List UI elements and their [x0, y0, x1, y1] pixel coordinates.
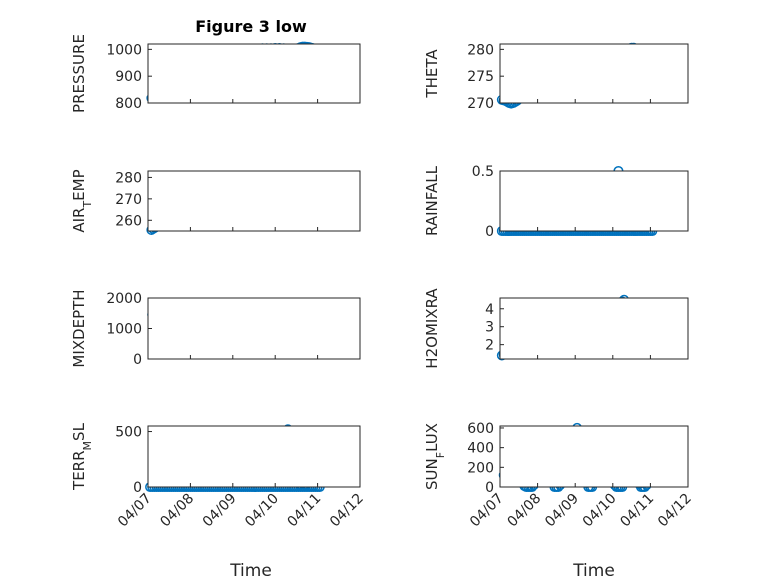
x-tick-label: 04/12: [655, 491, 695, 531]
x-axis-label-left: Time: [229, 561, 272, 581]
axes-frame: [147, 297, 361, 360]
y-tick-label: 280: [115, 170, 142, 186]
subplot-pressure: 800 900 1000 PRESSURE: [70, 34, 361, 113]
y-tick-label: 500: [115, 425, 142, 441]
x-tick-label: 04/08: [505, 491, 545, 531]
axes-frame: [147, 170, 361, 232]
x-tick-label: 04/08: [157, 491, 197, 531]
y-tick-label: 4: [485, 302, 494, 318]
axes-frame: [499, 43, 689, 104]
y-tick-label: 0: [485, 224, 494, 240]
rainfall-axis-label: RAINFALL: [423, 165, 441, 236]
theta-axis-label: THETA: [423, 49, 441, 99]
axes-frame: [147, 43, 361, 104]
y-tick-label: 270: [467, 96, 494, 112]
x-tick-label: 04/11: [617, 491, 657, 531]
x-tick-label: 04/10: [242, 491, 282, 531]
y-tick-label: 800: [115, 96, 142, 112]
y-tick-label: 260: [115, 213, 142, 229]
x-tick-label: 04/11: [285, 491, 325, 531]
y-tick-label: 2: [485, 338, 494, 354]
subplot-theta: 270 275 280 THETA: [423, 42, 689, 112]
x-tick-label: 04/09: [542, 491, 582, 531]
axes-frame: [499, 425, 689, 488]
y-tick-label: 3: [485, 320, 494, 336]
sun-axis-label: SUNFLUX: [423, 423, 447, 490]
y-tick-label: 275: [467, 69, 494, 85]
y-tick-label: 1000: [106, 42, 142, 58]
y-tick-label: 2000: [106, 291, 142, 307]
y-tick-label: 280: [467, 42, 494, 58]
subplot-sun-flux: 0 200 400 600 04/0704/0804/0904/1004/1104/12…: [423, 421, 695, 530]
x-tick-label: 04/07: [115, 491, 155, 531]
terr-axis-label: TERRMSL: [70, 422, 94, 491]
y-tick-label: 600: [467, 421, 494, 437]
y-tick-label: 1000: [106, 322, 142, 338]
figure-title: Figure 3 low: [195, 17, 307, 36]
pressure-axis-label: PRESSURE: [70, 34, 88, 113]
h2omixra-axis-label: H2OMIXRA: [423, 288, 441, 369]
x-tick-label: 04/07: [467, 491, 507, 531]
x-tick-label: 04/09: [200, 491, 240, 531]
mixdepth-axis-label: MIXDEPTH: [70, 289, 88, 367]
subplot-h2omixra: 2 3 4 H2OMIXRA: [423, 288, 689, 369]
subplot-air-temp: 260 270 280 AIRTEMP: [70, 169, 361, 235]
air-axis-label: AIRTEMP: [70, 169, 94, 232]
axes-frame: [499, 297, 689, 360]
x-tick-label: 04/12: [327, 491, 367, 531]
y-tick-label: 270: [115, 192, 142, 208]
y-tick-label: 200: [467, 460, 494, 476]
y-tick-label: 900: [115, 69, 142, 85]
y-tick-label: 400: [467, 441, 494, 457]
x-axis-label-right: Time: [572, 561, 615, 581]
y-tick-label: 0: [485, 480, 494, 496]
subplot-rainfall: 0 0.5 RAINFALL: [423, 164, 689, 240]
axes-frame: [147, 425, 361, 488]
y-tick-label: 0.5: [472, 164, 494, 180]
x-tick-label: 04/10: [580, 491, 620, 531]
y-tick-label: 0: [133, 480, 142, 496]
y-tick-label: 0: [133, 352, 142, 368]
subplot-terr-msl: 0 500 04/07 04/08 04/09 04/10 04/11 04/12 TERRMS…: [70, 422, 367, 530]
axes-frame: [499, 170, 689, 232]
subplot-mixdepth: 0 1000 2000 MIXDEPTH: [70, 289, 361, 368]
